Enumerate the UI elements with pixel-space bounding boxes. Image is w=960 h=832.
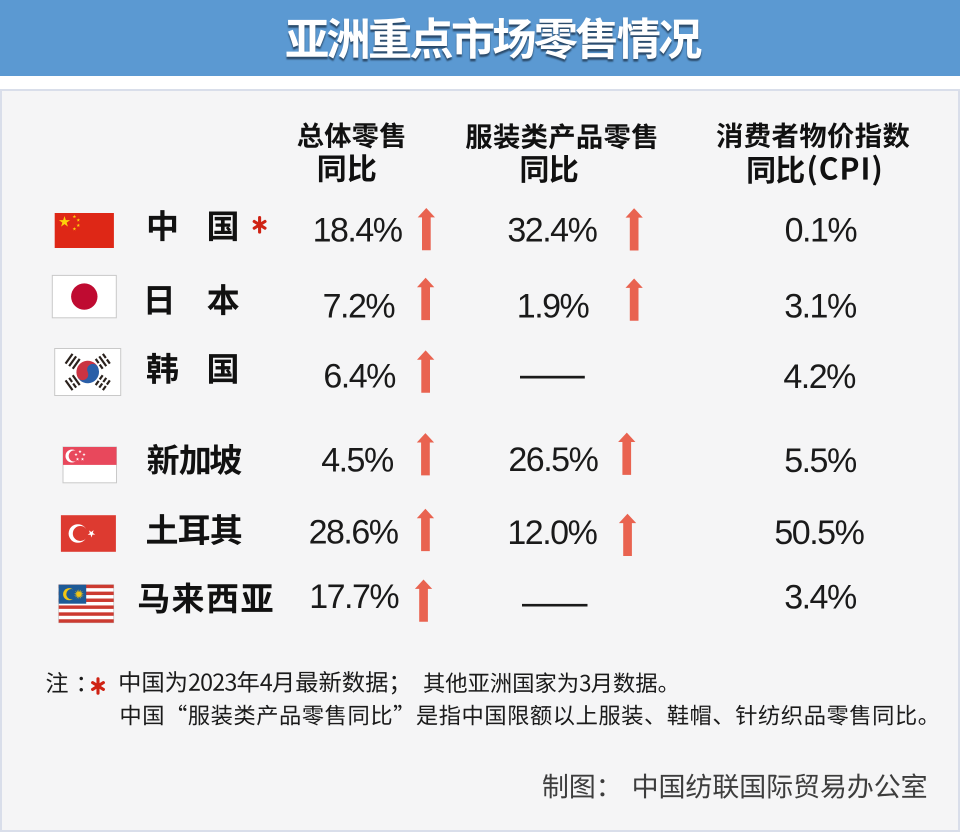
svg-text:7.2%: 7.2% [323,288,396,326]
svg-text:28.6%: 28.6% [309,514,399,552]
svg-text:3.1%: 3.1% [784,288,857,326]
svg-text:3.4%: 3.4% [784,578,857,616]
svg-text:1.9%: 1.9% [517,288,590,326]
svg-text:18.4%: 18.4% [313,211,403,249]
svg-text:5.5%: 5.5% [784,442,857,480]
svg-text:4.5%: 4.5% [321,442,394,480]
svg-text:17.7%: 17.7% [309,578,399,616]
svg-text:4.2%: 4.2% [783,358,856,396]
svg-text:32.4%: 32.4% [507,211,597,249]
svg-text:6.4%: 6.4% [323,358,396,396]
svg-text:0.1%: 0.1% [785,211,858,249]
svg-text:26.5%: 26.5% [508,441,598,479]
svg-text:12.0%: 12.0% [507,514,597,552]
svg-text:50.5%: 50.5% [774,514,864,552]
